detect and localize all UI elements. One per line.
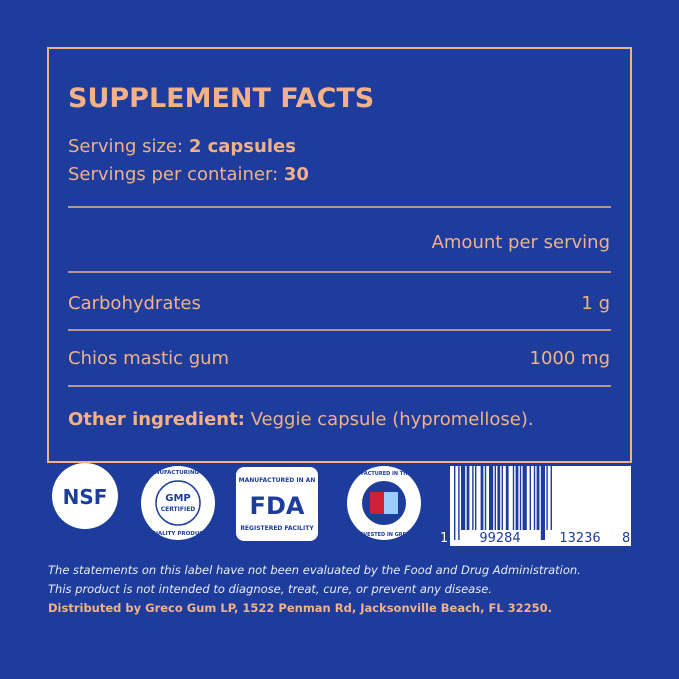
barcode-bar [550,466,552,530]
barcode-bar [454,466,456,540]
barcode-digit: 1 [440,531,448,546]
gmp-bottom: QUALITY PRODUCT [149,531,207,537]
title: SUPPLEMENT FACTS [68,83,374,114]
serving-size-value: 2 capsules [189,136,296,157]
barcode-bar [533,466,536,530]
other-value: Veggie capsule (hypromellose). [251,409,534,430]
barcode-digit: 99284 [479,531,520,546]
barcode-bar [480,466,484,530]
gmp-center2: CERTIFIED [161,506,196,513]
fda-center: FDA [250,492,305,520]
other-ingredient: Other ingredient: Veggie capsule (hyprom… [68,409,534,430]
barcode-digit: 8 [622,531,630,546]
gmp-center: GMP [165,493,191,504]
nsf-text: NSF [63,485,108,509]
barcode-bar [494,466,496,530]
row-name: Carbohydrates [68,293,201,314]
barcode-bar [512,466,515,530]
fda-bottom: REGISTERED FACILITY [240,525,314,532]
barcode-bar [529,466,531,530]
serving-size: Serving size: 2 capsules [68,136,296,157]
barcode-bar [519,466,522,530]
barcode-bar [505,466,509,530]
other-label: Other ingredient: [68,409,245,430]
usa-bottom: HARVESTED IN GREECE [351,532,417,538]
barcode-bar [475,466,477,530]
amount-header: Amount per serving [432,232,610,253]
barcode-bar [489,466,494,530]
barcode-digit: 13236 [559,531,600,546]
usa-top: MANUFACTURED IN THE USA [344,471,424,477]
usa-badge: MANUFACTURED IN THE USA HARVESTED IN GRE… [344,466,424,540]
barcode-bar [515,466,519,530]
distributor: Distributed by Greco Gum LP, 1522 Penman… [48,601,552,615]
servings-value: 30 [284,164,309,185]
barcode-bar [472,466,474,530]
servings: Servings per container: 30 [68,164,309,185]
disclaimer: This product is not intended to diagnose… [48,582,492,596]
row-name: Chios mastic gum [68,348,229,369]
serving-size-label: Serving size: [68,136,183,157]
row-amount: 1 g [581,293,610,314]
servings-label: Servings per container: [68,164,278,185]
barcode-bar [497,466,501,530]
barcode-bar [461,466,466,530]
gmp-badge: GOOD MANUFACTURING PRACTICE GMP CERTIFIE… [125,466,231,540]
barcode-bar [466,466,470,530]
barcode-bar [484,466,487,530]
fda-badge: MANUFACTURED IN AN FDA REGISTERED FACILI… [236,467,318,541]
barcode-bar [546,466,548,530]
row-amount: 1000 mg [530,348,611,369]
fda-top: MANUFACTURED IN AN [239,477,316,484]
gmp-top: GOOD MANUFACTURING PRACTICE [125,470,231,476]
barcode-bar [522,466,527,530]
facts-box [47,47,632,463]
barcode: 1 99284 13236 8 [440,466,631,546]
barcode-bar [536,466,540,530]
barcode-bar [501,466,503,530]
nsf-badge: NSF [52,463,118,529]
barcode-bar [458,466,460,540]
barcode-bar [540,466,545,540]
disclaimer: The statements on this label have not be… [48,563,581,577]
